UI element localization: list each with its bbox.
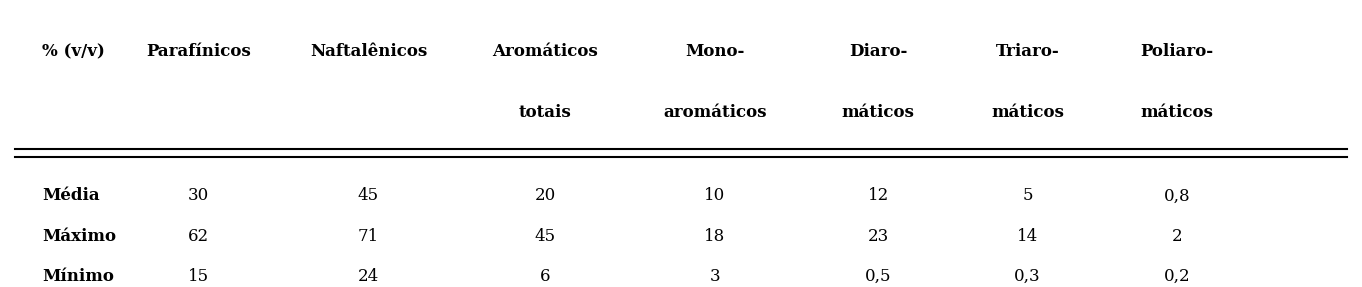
Text: Poliaro-: Poliaro- bbox=[1140, 43, 1214, 60]
Text: 45: 45 bbox=[358, 187, 379, 204]
Text: 5: 5 bbox=[1023, 187, 1032, 204]
Text: 0,3: 0,3 bbox=[1015, 268, 1041, 285]
Text: Parafínicos: Parafínicos bbox=[146, 43, 251, 60]
Text: 23: 23 bbox=[868, 228, 889, 245]
Text: 12: 12 bbox=[868, 187, 889, 204]
Text: 0,8: 0,8 bbox=[1163, 187, 1190, 204]
Text: Média: Média bbox=[42, 187, 99, 204]
Text: aromáticos: aromáticos bbox=[663, 104, 767, 121]
Text: máticos: máticos bbox=[992, 104, 1064, 121]
Text: 30: 30 bbox=[188, 187, 210, 204]
Text: Mínimo: Mínimo bbox=[42, 268, 114, 285]
Text: 3: 3 bbox=[710, 268, 720, 285]
Text: Triaro-: Triaro- bbox=[996, 43, 1060, 60]
Text: totais: totais bbox=[519, 104, 572, 121]
Text: 10: 10 bbox=[704, 187, 726, 204]
Text: Mono-: Mono- bbox=[685, 43, 745, 60]
Text: 0,5: 0,5 bbox=[865, 268, 891, 285]
Text: 18: 18 bbox=[704, 228, 726, 245]
Text: máticos: máticos bbox=[1141, 104, 1214, 121]
Text: 0,2: 0,2 bbox=[1163, 268, 1190, 285]
Text: 45: 45 bbox=[534, 228, 556, 245]
Text: Aromáticos: Aromáticos bbox=[492, 43, 598, 60]
Text: 71: 71 bbox=[358, 228, 379, 245]
Text: 6: 6 bbox=[539, 268, 550, 285]
Text: 14: 14 bbox=[1017, 228, 1038, 245]
Text: Naftalênicos: Naftalênicos bbox=[309, 43, 428, 60]
Text: 62: 62 bbox=[188, 228, 208, 245]
Text: 15: 15 bbox=[188, 268, 208, 285]
Text: 24: 24 bbox=[358, 268, 379, 285]
Text: 20: 20 bbox=[534, 187, 556, 204]
Text: 2: 2 bbox=[1171, 228, 1182, 245]
Text: Máximo: Máximo bbox=[42, 228, 116, 245]
Text: máticos: máticos bbox=[842, 104, 914, 121]
Text: % (v/v): % (v/v) bbox=[42, 43, 105, 60]
Text: Diaro-: Diaro- bbox=[849, 43, 907, 60]
